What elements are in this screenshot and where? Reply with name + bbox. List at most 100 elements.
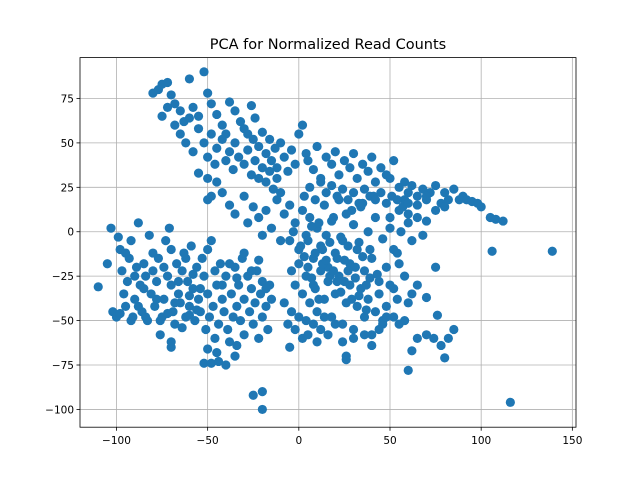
data-point <box>234 280 244 290</box>
data-point <box>166 90 176 100</box>
data-point <box>192 305 202 315</box>
x-tick-label: 0 <box>295 435 302 447</box>
data-point <box>389 312 399 322</box>
data-point <box>217 134 227 144</box>
grid-lines <box>80 57 576 428</box>
data-point <box>188 284 198 294</box>
data-point <box>443 195 453 205</box>
data-point <box>261 148 271 159</box>
data-point <box>374 289 384 299</box>
data-point <box>286 145 297 155</box>
data-point <box>306 273 317 283</box>
data-point <box>392 294 402 304</box>
data-point <box>312 307 322 317</box>
data-point <box>243 145 253 155</box>
data-point <box>389 244 399 255</box>
data-point <box>261 177 271 187</box>
data-point <box>266 156 277 166</box>
data-point <box>257 387 267 397</box>
data-point <box>339 156 350 166</box>
data-point <box>203 344 213 354</box>
data-point <box>303 330 313 340</box>
data-point <box>370 212 381 223</box>
data-point <box>193 168 204 178</box>
data-point <box>266 223 277 233</box>
data-point <box>119 289 129 299</box>
data-point <box>266 294 277 304</box>
data-point <box>272 195 282 205</box>
data-point <box>348 333 359 343</box>
data-point <box>228 164 238 175</box>
data-point <box>294 129 304 139</box>
data-point <box>352 244 362 255</box>
data-point <box>290 159 300 169</box>
data-point <box>275 236 286 246</box>
data-point <box>365 273 375 283</box>
y-tick-label: −25 <box>52 271 74 283</box>
data-point <box>131 262 142 272</box>
data-point <box>199 67 209 77</box>
data-point <box>285 200 295 210</box>
data-point <box>332 191 342 201</box>
data-point <box>359 312 370 322</box>
data-point <box>323 330 333 340</box>
data-point <box>321 255 331 265</box>
data-point <box>343 195 353 205</box>
data-point <box>310 284 320 294</box>
data-point <box>257 312 267 322</box>
data-point <box>177 266 187 276</box>
data-point <box>412 212 422 223</box>
data-point <box>443 333 453 343</box>
data-point <box>224 337 235 347</box>
data-point <box>330 147 340 157</box>
data-point <box>215 259 226 269</box>
data-point <box>294 312 304 322</box>
data-point <box>193 294 204 304</box>
data-point <box>440 202 450 212</box>
data-point <box>239 191 249 201</box>
y-tick-label: −75 <box>52 360 74 372</box>
data-point <box>440 353 450 363</box>
data-point <box>347 294 357 304</box>
data-point <box>285 342 295 352</box>
data-point <box>321 188 331 198</box>
y-tick-label: −50 <box>52 316 74 328</box>
data-point <box>197 253 207 263</box>
data-point <box>407 289 417 299</box>
data-point <box>239 330 249 340</box>
x-tick-label: 150 <box>562 435 582 447</box>
data-point <box>151 294 162 304</box>
data-point <box>321 230 331 240</box>
data-point <box>148 248 158 258</box>
data-point <box>283 166 293 176</box>
data-point <box>115 308 125 319</box>
data-point <box>297 205 308 216</box>
data-point <box>170 298 180 308</box>
data-point <box>212 143 222 153</box>
data-point <box>303 156 313 166</box>
data-point <box>155 315 165 326</box>
x-tick-label: −50 <box>197 435 219 447</box>
data-point <box>421 191 432 201</box>
data-point <box>354 291 364 301</box>
data-point <box>239 159 249 169</box>
data-point <box>303 236 313 246</box>
data-point <box>230 106 240 116</box>
data-point <box>235 116 246 127</box>
data-point <box>327 180 337 191</box>
data-point <box>254 255 264 265</box>
data-point <box>224 200 235 210</box>
data-point <box>120 301 131 311</box>
data-point <box>314 218 324 228</box>
data-point <box>301 315 311 326</box>
chart-title: PCA for Normalized Read Counts <box>210 37 446 53</box>
data-point <box>297 120 308 130</box>
data-point <box>314 294 324 304</box>
data-point <box>257 127 267 137</box>
data-point <box>350 262 360 272</box>
data-point <box>228 312 238 322</box>
data-point <box>367 253 377 263</box>
data-point <box>263 324 273 335</box>
data-point <box>407 180 417 191</box>
